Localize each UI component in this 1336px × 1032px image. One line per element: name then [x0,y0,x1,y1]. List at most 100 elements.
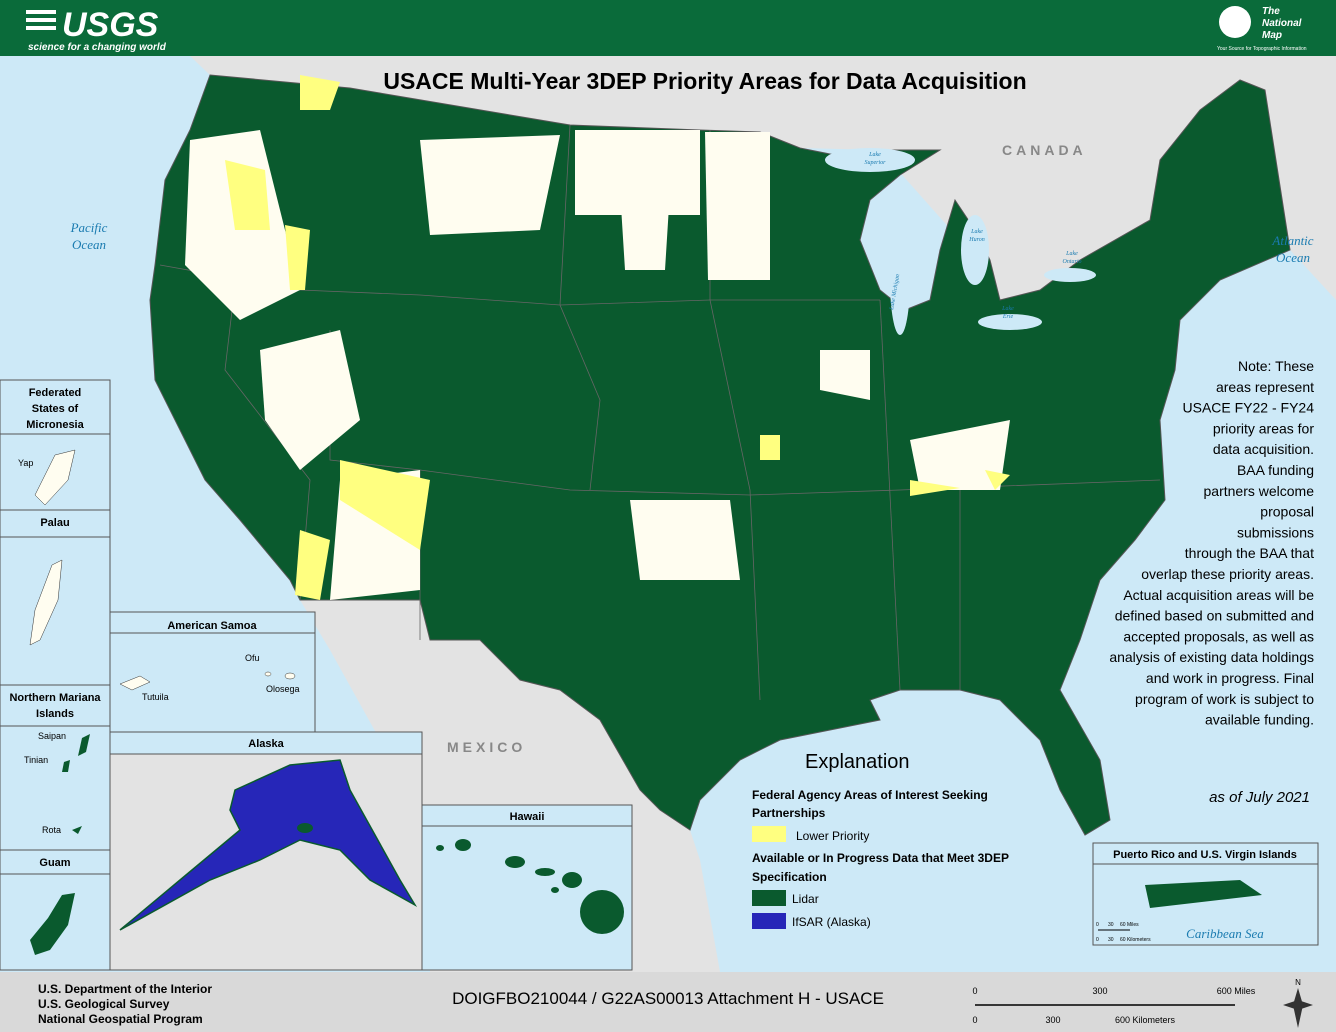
ocean-label: Ocean [72,237,106,252]
inset-american-samoa [109,611,316,733]
area [420,135,560,235]
note-line: Actual acquisition areas will be [1123,587,1314,603]
place-label: Tinian [24,755,48,765]
inset-title: American Samoa [167,620,257,632]
scale-label: 0 [972,1015,977,1025]
us-lidar [149,74,1291,836]
inset-title: Micronesia [26,419,84,431]
as-of: as of July 2021 [1209,789,1310,806]
lakes [825,148,1096,335]
scale-label: 0 [1096,937,1099,943]
inset-title: Alaska [248,738,284,750]
island [535,868,555,876]
lake-label: Lake [1001,306,1014,312]
alaska-ifsar [119,759,418,931]
lake [890,225,910,335]
scale-label: 60 Miles [1120,922,1139,928]
place-label: Saipan [38,731,66,741]
area [760,435,780,460]
legend-group: Specification [752,870,827,884]
area [985,470,1010,490]
legend-label: IfSAR (Alaska) [792,915,871,929]
document-id: DOIGFBO210044 / G22AS00013 Attachment H … [452,989,884,1008]
island [580,890,624,934]
inset-title: Puerto Rico and U.S. Virgin Islands [1113,849,1297,861]
lake [825,148,915,172]
legend-title: Explanation [805,751,910,773]
scale-label: 0 [1096,922,1099,928]
island [30,893,75,955]
legend-group: Available or In Progress Data that Meet … [752,851,1009,865]
canada-land [190,56,1336,320]
header-bar [0,0,1336,56]
island [455,839,471,851]
tnm-logo-mark [1219,6,1251,38]
lake [1044,268,1096,282]
ocean-label: Ocean [1276,250,1310,265]
country-label: CANADA [1002,142,1087,158]
note-line: defined based on submitted and [1115,608,1314,624]
sea-label: Caribbean Sea [1186,926,1264,941]
island [34,449,76,506]
lake-label: Erie [1002,314,1014,320]
island [72,826,82,834]
title: USACE Multi-Year 3DEP Priority Areas for… [383,68,1026,94]
area [285,225,310,290]
alaska-lidar [297,823,313,833]
area [260,330,360,470]
place-label: Rota [42,825,61,835]
inset-title: Hawaii [510,811,545,823]
usgs-tagline: science for a changing world [28,42,167,53]
scale-label: 300 [1092,986,1107,996]
ocean-label: Atlantic [1271,233,1313,248]
scale-label: 60 Kilometers [1120,937,1151,943]
island [29,559,63,646]
inset-title: Northern Mariana [9,692,101,704]
note-line: available funding. [1205,712,1314,728]
inset-title: States of [32,403,79,415]
place-label: Yap [18,458,33,468]
lake-label: Ontario [1062,259,1081,265]
legend-group: Partnerships [752,806,826,820]
area [295,530,330,600]
area [910,480,960,496]
country-label: MEXICO [447,739,526,755]
legend-swatch [752,913,786,929]
inset-title: Federated [29,387,82,399]
tnm-tagline: Your Source for Topographic Information [1217,46,1307,52]
lower-priority-areas [225,75,1010,600]
usgs-logo: USGS [62,6,159,44]
island [119,675,151,691]
note-line: proposal [1260,504,1314,520]
tnm-logo: The [1262,6,1280,17]
island [62,760,70,772]
note-line: partners welcome [1204,483,1315,499]
lake [978,314,1042,330]
tnm-logo: National [1262,18,1302,29]
area [705,132,770,280]
legend-group: Federal Agency Areas of Interest Seeking [752,788,988,802]
lake-label: Superior [865,160,887,166]
place-label: Tutuila [142,692,169,702]
area [340,460,430,550]
area [630,500,740,580]
usgs-waves [26,10,56,30]
area [910,420,1010,490]
footer-agency: National Geospatial Program [38,1012,203,1026]
island [78,734,90,756]
area [225,160,270,230]
lake-label: Lake [868,152,881,158]
scale-label: 600 Kilometers [1115,1015,1176,1025]
note-line: priority areas for [1213,420,1314,436]
footer-agency: U.S. Geological Survey [38,997,170,1011]
island [562,872,582,888]
border [559,124,601,491]
note: Note: These areas represent USACE FY22 - F… [1109,358,1314,728]
note-line: Note: These [1238,358,1314,374]
place-label: Ofu [245,653,260,663]
scale-label: 600 Miles [1217,986,1256,996]
area [820,350,870,400]
scale-label: 30 [1108,922,1114,928]
